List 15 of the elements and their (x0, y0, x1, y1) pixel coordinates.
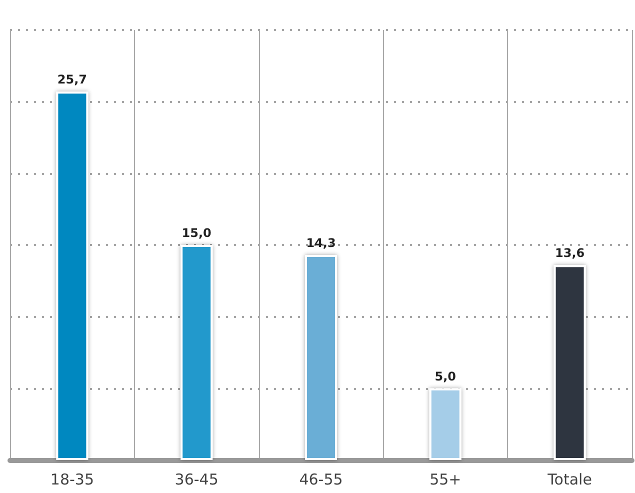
bar (305, 255, 337, 460)
data-label: 5,0 (434, 369, 456, 384)
data-label: 15,0 (182, 226, 212, 240)
x-tick-label: 55+ (430, 470, 462, 488)
x-tick-label: 18-35 (50, 470, 94, 488)
data-label: 14,3 (306, 236, 336, 250)
x-tick-label: 36-45 (174, 470, 218, 488)
data-label: 13,6 (554, 246, 585, 260)
bar (554, 265, 586, 460)
bar (180, 245, 213, 460)
x-tick-label: Totale (546, 470, 592, 488)
bar (56, 92, 88, 460)
data-label: 25,7 (57, 72, 88, 87)
x-tick-label: 46-55 (299, 470, 343, 488)
bar (429, 388, 462, 460)
